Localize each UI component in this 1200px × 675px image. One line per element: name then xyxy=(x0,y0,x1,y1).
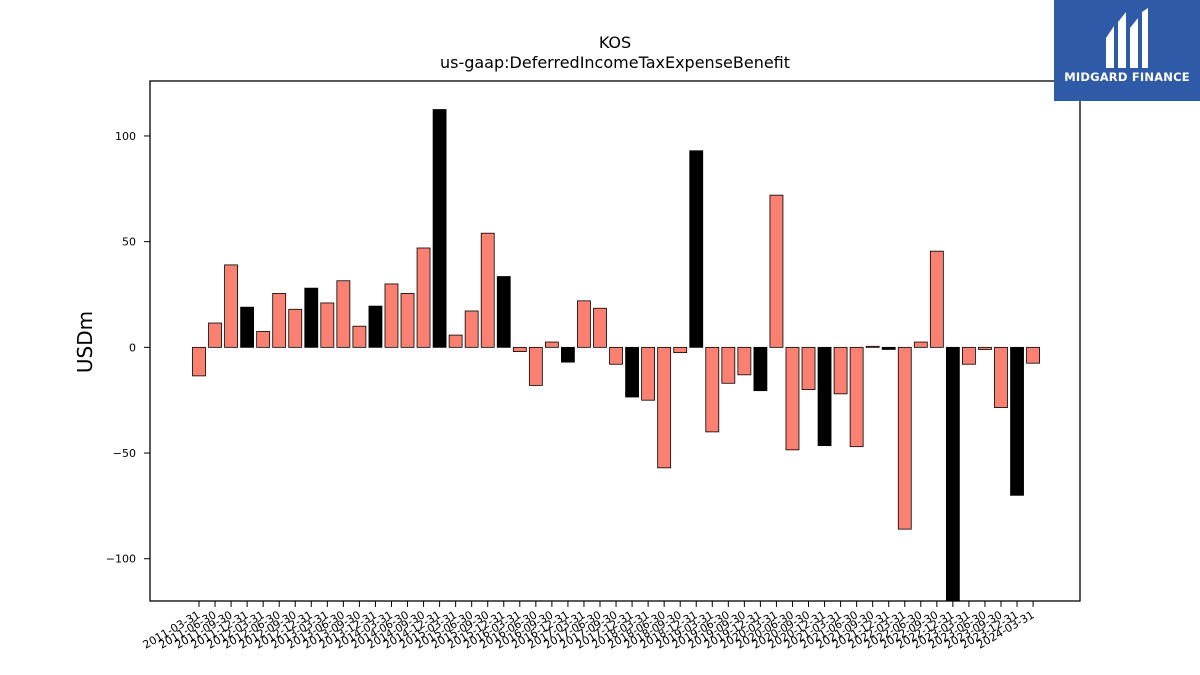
bar xyxy=(400,293,415,348)
bar xyxy=(1026,346,1040,364)
bar xyxy=(625,346,639,398)
bar xyxy=(897,346,912,530)
midgard-logo-icon xyxy=(1106,8,1148,68)
bar xyxy=(641,346,656,401)
bar xyxy=(368,305,383,348)
bar xyxy=(577,300,591,348)
x-axis: 2011-03-312011-06-302011-09-302011-12-31… xyxy=(141,601,1037,652)
y-axis-label: USDm xyxy=(73,311,97,373)
bar xyxy=(256,331,271,348)
bar xyxy=(881,346,896,350)
midgard-finance-logo: MIDGARD FINANCE xyxy=(1054,0,1200,101)
bar xyxy=(721,346,736,384)
bar xyxy=(384,283,399,348)
y-tick-label: 50 xyxy=(122,236,136,249)
bar xyxy=(352,325,367,348)
bar xyxy=(753,346,768,392)
y-tick-label: −100 xyxy=(106,553,136,566)
y-tick-label: 100 xyxy=(115,130,136,143)
bar xyxy=(593,307,607,348)
chart-title: KOS xyxy=(599,33,631,52)
y-axis: −100 −50 0 50 100 xyxy=(106,130,150,566)
bar xyxy=(737,346,752,376)
bar xyxy=(416,247,431,348)
logo-text: MIDGARD FINANCE xyxy=(1064,70,1190,84)
plot-frame xyxy=(149,80,1081,602)
bar xyxy=(929,250,944,348)
chart-subtitle: us-gaap:DeferredIncomeTaxExpenseBenefit xyxy=(440,53,790,72)
bar xyxy=(609,346,623,365)
bar xyxy=(865,345,880,348)
bar xyxy=(1010,346,1024,496)
bar xyxy=(512,346,527,352)
bar xyxy=(913,341,928,348)
bar xyxy=(978,346,992,350)
bar xyxy=(464,310,479,348)
bar xyxy=(962,346,976,365)
bar xyxy=(561,346,575,363)
bar xyxy=(192,346,206,377)
bar xyxy=(448,334,463,348)
y-tick-label: 0 xyxy=(129,341,136,354)
bar xyxy=(336,280,351,348)
bar xyxy=(849,346,864,448)
bars-group xyxy=(192,109,1040,602)
bar xyxy=(272,293,287,348)
bar xyxy=(705,346,720,433)
bar xyxy=(689,150,704,348)
bar xyxy=(320,302,335,348)
bar xyxy=(673,346,688,354)
y-tick-label: −50 xyxy=(113,447,136,460)
bar xyxy=(304,287,319,348)
bar xyxy=(224,264,238,348)
bar xyxy=(945,346,960,602)
bar xyxy=(994,346,1008,408)
bar xyxy=(833,346,848,395)
bar xyxy=(785,346,800,451)
bar xyxy=(769,194,784,348)
bar xyxy=(801,346,816,391)
bar xyxy=(817,346,832,447)
bar xyxy=(432,109,447,348)
bar xyxy=(657,346,672,469)
bar xyxy=(240,306,255,348)
bar xyxy=(496,276,511,348)
bar xyxy=(544,341,559,348)
bar xyxy=(288,308,303,348)
bar xyxy=(208,322,222,348)
bar xyxy=(528,346,543,386)
bar xyxy=(480,232,495,348)
